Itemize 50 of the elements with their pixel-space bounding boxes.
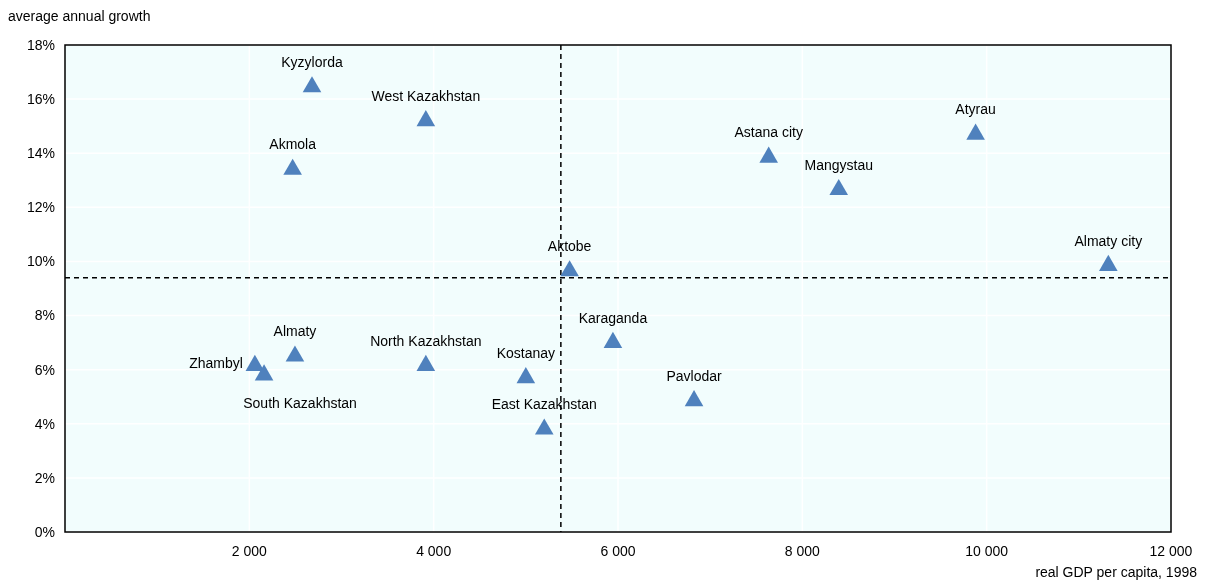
annotation: Astana city — [734, 124, 803, 141]
x-axis-title: real GDP per capita, 1998 — [1035, 564, 1198, 580]
point — [416, 354, 436, 371]
y-axis-title: average annual growth — [8, 8, 151, 24]
point — [1099, 254, 1118, 271]
annotation: Pavlodar — [666, 367, 722, 384]
point — [759, 146, 778, 163]
point — [302, 76, 322, 93]
annotation: Karaganda — [578, 309, 648, 326]
point — [245, 354, 265, 371]
y-tick-label: 18% — [26, 36, 55, 53]
annotation: Zhambyl — [189, 354, 243, 371]
y-tick-label: 14% — [26, 145, 55, 162]
annotation: Atyrau — [955, 101, 996, 118]
point — [560, 260, 579, 277]
point — [534, 418, 554, 435]
y-tick-label: 8% — [34, 307, 55, 324]
annotation: Mangystau — [804, 156, 873, 173]
annotation: Kyzylorda — [281, 53, 343, 70]
y-tick-label: 6% — [34, 361, 55, 378]
point — [966, 123, 985, 140]
x-tick-label: 10 000 — [965, 543, 1009, 559]
y-tick-label: 2% — [34, 469, 55, 486]
point — [254, 364, 274, 381]
point — [283, 158, 302, 175]
x-tick-label: 4 000 — [416, 543, 452, 559]
point — [829, 179, 849, 196]
y-tick-label: 10% — [26, 253, 55, 270]
point — [416, 110, 436, 127]
annotation: West Kazakhstan — [371, 87, 481, 104]
annotation: Kostanay — [496, 344, 556, 361]
y-tick-label: 4% — [34, 415, 55, 432]
x-tick-label: 2 000 — [231, 543, 268, 559]
annotation: North Kazakhstan — [370, 332, 482, 349]
point — [684, 390, 704, 407]
y-tick-label: 16% — [26, 91, 55, 108]
point — [603, 331, 623, 348]
y-tick-label: 0% — [34, 523, 55, 540]
x-tick-label: 6 000 — [600, 543, 636, 559]
annotation: Almaty city — [1074, 232, 1143, 249]
annotation: South Kazakhstan — [243, 395, 357, 412]
annotation: Aktobe — [547, 237, 592, 254]
y-tick-label: 12% — [26, 199, 55, 216]
annotation: Almaty — [273, 323, 317, 340]
point — [516, 367, 536, 384]
annotation: East Kazakhstan — [491, 396, 597, 413]
x-tick-label: 12 000 — [1149, 543, 1193, 559]
x-tick-label: 8 000 — [784, 543, 821, 559]
annotation: Akmola — [269, 136, 317, 153]
point — [285, 345, 305, 362]
